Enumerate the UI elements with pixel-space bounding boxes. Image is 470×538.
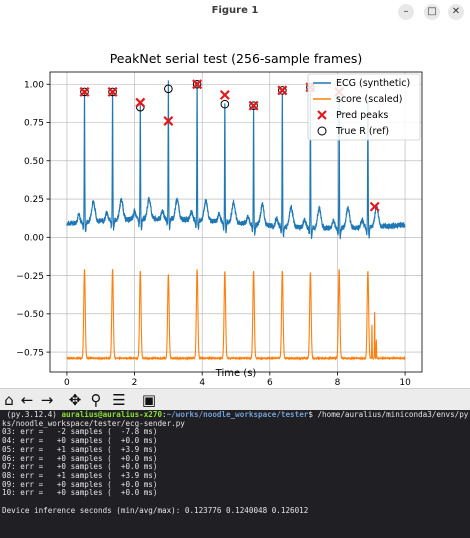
- legend-ecg-label: ECG (synthetic): [336, 78, 410, 89]
- x-tick-label: 2: [132, 378, 138, 388]
- y-tick-label: −0.75: [16, 348, 44, 358]
- y-tick-label: 0.50: [24, 157, 44, 167]
- mpl-toolbar: ⌂ ← → ✥ ⚲ ☰ ▣: [0, 388, 470, 411]
- pred-peak-marker: [79, 86, 90, 97]
- terminal-sep: :: [162, 410, 167, 419]
- pred-peak-marker: [107, 86, 118, 97]
- x-axis-label: Time (s): [215, 368, 257, 379]
- pred-peak-marker: [277, 85, 288, 96]
- maximize-button[interactable]: □: [424, 4, 440, 20]
- legend-pred-label: Pred peaks: [336, 110, 388, 121]
- terminal-path: ~/works/noodle_workspace/tester: [166, 410, 309, 419]
- terminal-command: $ /home/auralius/miniconda3/envs/py: [308, 410, 469, 419]
- axis-ticks: 0 2 4 6 8 10 1.00 0.75 0.50 0.25 0.00 −0.25 −0.50 −0.…: [16, 80, 411, 388]
- x-tick-label: 4: [199, 378, 205, 388]
- back-icon[interactable]: ←: [20, 391, 34, 409]
- x-tick-label: 10: [399, 378, 411, 388]
- legend-score-label: score (scaled): [336, 94, 402, 105]
- axes-frame: [49, 71, 423, 373]
- window-titlebar: Figure 1 – □ ✕: [0, 0, 470, 24]
- terminal-user: auralius@auralius-x270: [61, 410, 163, 419]
- true-r-marker: [192, 79, 202, 89]
- terminal-wrap-line: ks/noodle_workspace/tester/ecg-sender.py: [2, 418, 185, 428]
- terminal-line: 09: err = +0 samples ( +0.0 ms): [2, 479, 158, 489]
- score-series-line: [66, 268, 406, 361]
- terminal-line: 07: err = +0 samples ( +0.0 ms): [2, 462, 158, 472]
- pan-icon[interactable]: ✥: [68, 391, 82, 409]
- true-r-marker: [164, 84, 173, 94]
- chart-legend: ECG (synthetic) score (scaled) Pred peak…: [307, 73, 421, 141]
- terminal-line: 06: err = +0 samples ( +0.0 ms): [2, 453, 158, 463]
- true-r-marker: [108, 87, 117, 97]
- pred-peak-marker: [369, 201, 380, 212]
- terminal-env: (py.3.12.4): [2, 410, 62, 419]
- ecg-chart: 0 2 4 6 8 10 1.00 0.75 0.50 0.25 0.00 −0.25 −0.50 −0.…: [16, 51, 423, 388]
- close-button[interactable]: ✕: [448, 4, 464, 20]
- configure-subplots-icon[interactable]: ☰: [112, 391, 126, 409]
- pred-peak-marker: [163, 116, 174, 126]
- y-tick-label: −0.50: [16, 310, 44, 320]
- x-tick-label: 8: [335, 378, 341, 388]
- legend-true-label: True R (ref): [335, 126, 389, 137]
- ecg-series-line: [66, 80, 406, 240]
- terminal-line: 03: err = -2 samples ( -7.8 ms): [2, 427, 158, 437]
- pred-peak-marker: [248, 100, 259, 111]
- legend-true-swatch: [317, 126, 327, 136]
- window-title: Figure 1: [211, 5, 259, 16]
- terminal-line: 10: err = +0 samples ( +0.0 ms): [2, 488, 158, 498]
- pred-peak-marker: [219, 89, 230, 100]
- pred-peak-marker: [192, 79, 203, 90]
- pred-peak-marker: [135, 97, 146, 108]
- zoom-icon[interactable]: ⚲: [90, 391, 102, 409]
- true-r-marker: [220, 99, 230, 109]
- figure-canvas[interactable]: 0 2 4 6 8 10 1.00 0.75 0.50 0.25 0.00 −0.25 −0.50 −0.…: [0, 24, 470, 388]
- home-icon[interactable]: ⌂: [4, 391, 14, 409]
- save-icon[interactable]: ▣: [141, 391, 157, 409]
- true-r-marker: [249, 101, 258, 110]
- y-tick-label: 0.75: [24, 119, 44, 129]
- terminal-line: 08: err = +1 samples ( +3.9 ms): [2, 470, 158, 480]
- legend-pred-swatch: [317, 110, 327, 120]
- forward-icon[interactable]: →: [40, 391, 54, 409]
- terminal-pane[interactable]: (py.3.12.4) auralius@auralius-x270:~/wor…: [0, 410, 470, 538]
- true-r-marker: [278, 86, 287, 95]
- minimize-button[interactable]: –: [398, 4, 414, 20]
- chart-title: PeakNet serial test (256-sample frames): [110, 51, 363, 66]
- y-tick-label: 0.00: [24, 234, 44, 244]
- x-tick-label: 0: [64, 378, 70, 388]
- y-tick-label: 0.25: [24, 195, 44, 205]
- terminal-line: 04: err = +0 samples ( +0.0 ms): [2, 436, 158, 446]
- legend-box: [307, 73, 421, 141]
- true-r-marker: [80, 87, 89, 97]
- y-tick-label: 1.00: [24, 80, 44, 90]
- terminal-line: 05: err = +1 samples ( +3.9 ms): [2, 444, 158, 454]
- y-tick-label: −0.25: [16, 272, 44, 282]
- terminal-line: Device inference seconds (min/avg/max): …: [2, 505, 309, 515]
- x-tick-label: 6: [267, 378, 273, 388]
- terminal-output: (py.3.12.4) auralius@auralius-x270:~/wor…: [0, 410, 470, 515]
